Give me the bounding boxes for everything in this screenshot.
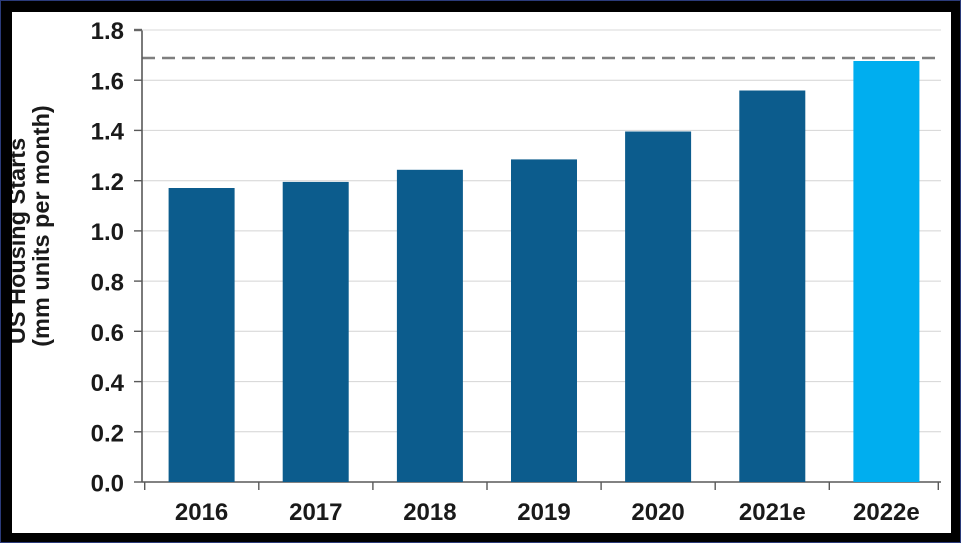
svg-text:0.6: 0.6 xyxy=(91,320,124,347)
svg-text:1.4: 1.4 xyxy=(91,119,125,146)
svg-text:0.0: 0.0 xyxy=(91,471,124,498)
svg-text:1.0: 1.0 xyxy=(91,219,124,246)
svg-text:2020: 2020 xyxy=(631,499,684,526)
svg-text:2016: 2016 xyxy=(175,499,228,526)
svg-text:0.8: 0.8 xyxy=(91,270,124,297)
svg-text:1.8: 1.8 xyxy=(91,18,124,45)
svg-text:0.4: 0.4 xyxy=(91,370,125,397)
svg-text:2017: 2017 xyxy=(289,499,342,526)
svg-text:0.2: 0.2 xyxy=(91,420,124,447)
svg-text:1.6: 1.6 xyxy=(91,68,124,95)
svg-text:2018: 2018 xyxy=(403,499,456,526)
svg-text:2021e: 2021e xyxy=(739,499,806,526)
svg-text:2019: 2019 xyxy=(517,499,570,526)
svg-text:(mm units per month): (mm units per month) xyxy=(28,105,54,347)
svg-text:1.2: 1.2 xyxy=(91,169,124,196)
svg-text:2022e: 2022e xyxy=(853,499,920,526)
